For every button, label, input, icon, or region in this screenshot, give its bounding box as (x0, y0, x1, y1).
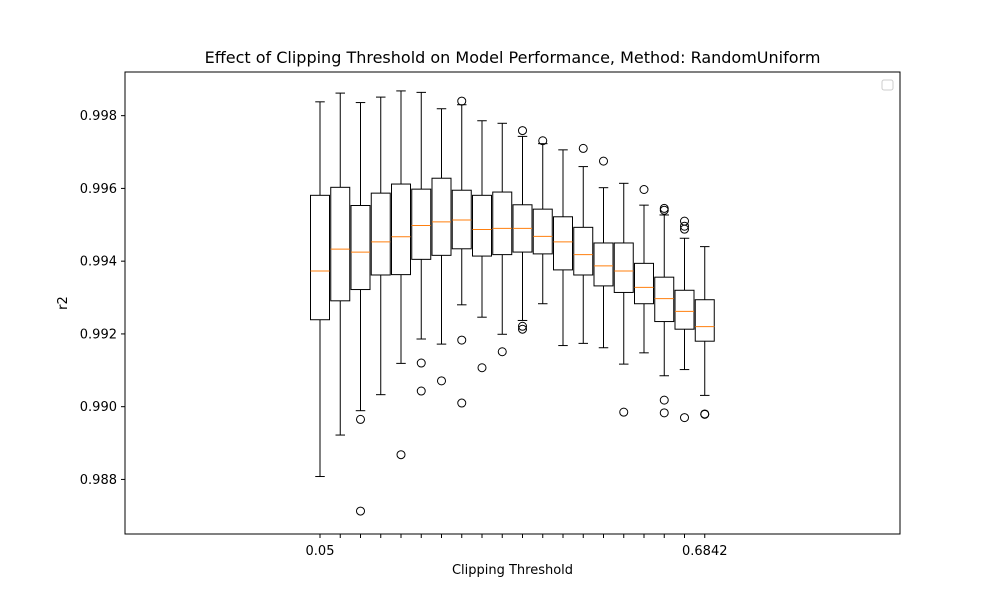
outlier-point (659, 395, 669, 405)
y-axis-label: r2 (56, 296, 71, 310)
box-iqr (431, 177, 452, 256)
box-group-18 (654, 203, 675, 418)
outlier-point (416, 386, 426, 396)
outlier-point (477, 363, 487, 373)
box-group-16 (613, 182, 634, 417)
y-tick-label: 0.992 (80, 327, 117, 342)
box-group-19 (674, 216, 695, 423)
y-tick-label: 0.994 (80, 255, 117, 270)
outlier-point (680, 224, 689, 234)
outlier-point (356, 506, 365, 516)
box-group-5 (391, 90, 411, 460)
y-tick-label: 0.990 (80, 400, 117, 415)
outlier-point (416, 358, 426, 368)
box-iqr (330, 186, 351, 302)
box-iqr (391, 183, 411, 276)
box-group-6 (411, 91, 432, 396)
box-iqr (694, 299, 715, 342)
box-iqr (532, 208, 553, 255)
box-group-20 (694, 246, 715, 419)
box-iqr (370, 192, 391, 276)
box-group-17 (634, 185, 654, 354)
x-tick-label: 0.05 (306, 544, 335, 559)
legend-box (881, 79, 894, 91)
y-tick-label: 0.996 (80, 182, 117, 197)
outlier-point (599, 156, 608, 166)
outlier-point (538, 136, 548, 146)
box-group-7 (431, 108, 452, 386)
box-iqr (472, 194, 492, 257)
box-iqr (593, 242, 614, 287)
outlier-point (396, 450, 406, 460)
box-iqr (411, 188, 432, 260)
outlier-point (457, 335, 467, 345)
plot-area (310, 90, 715, 516)
axes-frame (124, 71, 901, 535)
box-iqr (634, 262, 654, 305)
outlier-point (659, 203, 669, 213)
box-group-4 (370, 96, 391, 396)
box-group-9 (472, 120, 492, 373)
outlier-point (518, 321, 527, 331)
outlier-point (680, 221, 689, 231)
outlier-point (356, 414, 365, 424)
box-iqr (613, 242, 634, 293)
box-group-1 (310, 101, 330, 478)
box-group-13 (553, 149, 573, 347)
box-group-12 (532, 136, 553, 305)
box-group-10 (492, 122, 513, 357)
outlier-point (700, 409, 710, 419)
box-group-14 (573, 143, 594, 344)
outlier-point (518, 324, 527, 334)
outlier-point (497, 347, 507, 357)
box-group-15 (593, 156, 614, 349)
box-iqr (654, 276, 675, 323)
box-iqr (573, 226, 594, 276)
outlier-point (457, 398, 467, 408)
box-group-2 (330, 92, 351, 436)
outlier-point (639, 185, 649, 195)
box-group-8 (451, 96, 472, 408)
outlier-point (578, 143, 588, 153)
outlier-point (518, 126, 527, 136)
outlier-point (680, 413, 689, 423)
box-group-11 (512, 126, 533, 334)
box-iqr (451, 189, 472, 250)
y-axis: 0.988 0.990 0.992 0.994 0.996 0.998 (80, 109, 125, 488)
y-tick-label: 0.988 (80, 473, 117, 488)
outlier-point (457, 96, 467, 106)
box-iqr (350, 205, 371, 291)
box-iqr (674, 289, 695, 330)
box-iqr (492, 191, 513, 256)
box-iqr (310, 194, 330, 321)
y-tick-label: 0.998 (80, 109, 117, 124)
chart-title: Effect of Clipping Threshold on Model Pe… (205, 48, 821, 67)
outlier-point (619, 407, 629, 417)
x-axis: 0.05 0.6842 (306, 534, 728, 559)
outlier-point (659, 205, 669, 215)
box-group-3 (350, 102, 371, 516)
x-axis-label: Clipping Threshold (452, 563, 573, 578)
box-iqr (553, 216, 573, 271)
outlier-point (659, 408, 669, 418)
x-tick-label: 0.6842 (682, 544, 728, 559)
outlier-point (437, 376, 446, 386)
